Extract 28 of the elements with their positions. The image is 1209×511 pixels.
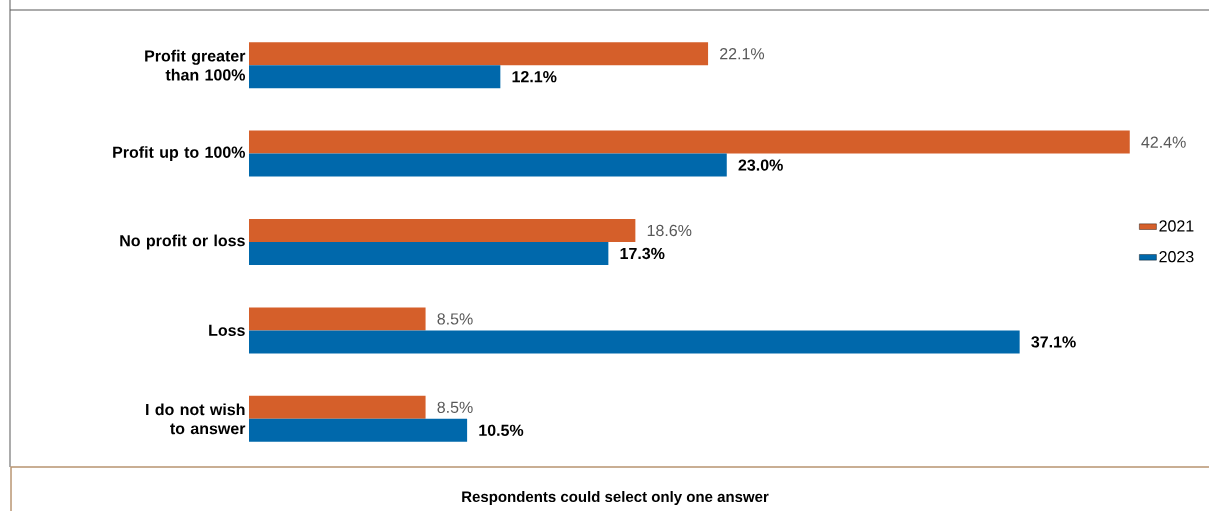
y-tick-label: No profit or loss bbox=[120, 234, 245, 250]
data-label: 17.3% bbox=[620, 247, 665, 260]
legend-label: 2021 bbox=[1159, 220, 1194, 232]
data-label: 10.5% bbox=[479, 424, 524, 436]
bar bbox=[249, 153, 727, 177]
bar bbox=[249, 42, 709, 66]
bar bbox=[249, 130, 1130, 154]
y-tick-label: I do not wish to answer bbox=[146, 403, 246, 435]
y-tick-label: Profit up to 100% bbox=[113, 146, 246, 162]
data-label: 37.1% bbox=[1031, 336, 1076, 348]
bar bbox=[249, 242, 609, 265]
data-label: 22.1% bbox=[720, 48, 765, 60]
bar bbox=[249, 330, 1020, 354]
data-label: 18.6% bbox=[647, 224, 692, 237]
data-label: 23.0% bbox=[738, 159, 783, 171]
data-label: 8.5% bbox=[437, 313, 473, 325]
bar bbox=[249, 219, 636, 242]
data-label: 8.5% bbox=[437, 401, 473, 413]
text: Respondents could select only one answer bbox=[462, 491, 769, 505]
bar bbox=[249, 395, 426, 419]
y-tick-label: Profit greater than 100% bbox=[145, 49, 246, 81]
data-label: 12.1% bbox=[512, 71, 557, 83]
legend-label: 2023 bbox=[1159, 251, 1194, 263]
bar bbox=[249, 418, 468, 442]
data-label: 42.4% bbox=[1141, 136, 1186, 148]
bar bbox=[249, 65, 501, 89]
bar bbox=[249, 307, 426, 331]
y-tick-label: Loss bbox=[209, 324, 245, 336]
